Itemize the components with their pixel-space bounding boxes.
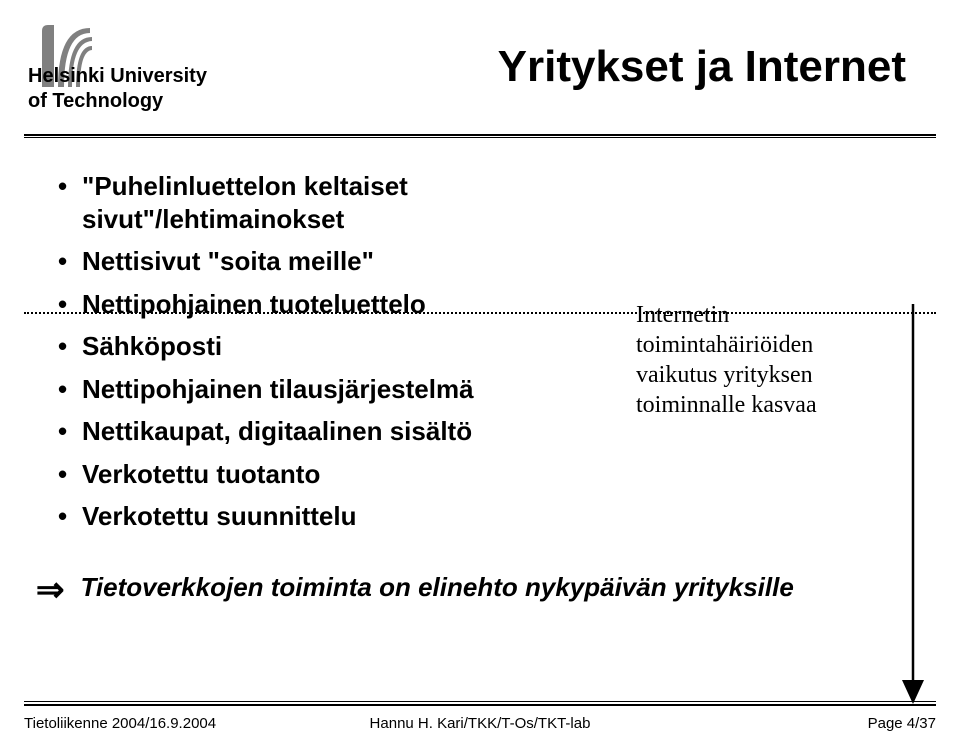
- bullet-text: Nettikaupat, digitaalinen sisältö: [82, 416, 472, 446]
- bullet-text: Nettipohjainen tilausjärjestelmä: [82, 374, 474, 404]
- footer-right: Page 4/37: [868, 715, 936, 732]
- bullet-item: Verkotettu tuotanto: [58, 458, 658, 491]
- slide-footer: Tietoliikenne 2004/16.9.2004 Hannu H. Ka…: [24, 701, 936, 733]
- double-arrow-icon: ⇒: [36, 574, 65, 608]
- bullet-item: Nettisivut "soita meille": [58, 245, 658, 278]
- arrow-down-icon: [898, 304, 928, 704]
- university-line1: Helsinki University: [28, 64, 207, 89]
- bullet-text: Sähköposti: [82, 331, 222, 361]
- slide-title: Yritykset ja Internet: [498, 42, 906, 92]
- footer-divider: [24, 701, 936, 707]
- bullet-item: Nettipohjainen tilausjärjestelmä: [58, 373, 658, 406]
- bullet-list: "Puhelinluettelon keltaiset sivut"/lehti…: [58, 170, 658, 543]
- university-name: Helsinki University of Technology: [28, 64, 207, 114]
- slide-body: "Puhelinluettelon keltaiset sivut"/lehti…: [58, 170, 902, 635]
- university-line2: of Technology: [28, 89, 207, 114]
- bullet-text: Nettipohjainen tuoteluettelo: [82, 289, 426, 319]
- conclusion-text: Tietoverkkojen toiminta on elinehto nyky…: [81, 572, 794, 603]
- side-note: Internetin toimintahäiriöiden vaikutus y…: [636, 300, 866, 420]
- header-divider: [24, 134, 936, 140]
- bullet-item: Nettipohjainen tuoteluettelo: [58, 288, 658, 321]
- conclusion-row: ⇒ Tietoverkkojen toiminta on elinehto ny…: [36, 572, 902, 608]
- bullet-item: Verkotettu suunnittelu: [58, 500, 658, 533]
- bullet-text: Verkotettu suunnittelu: [82, 501, 356, 531]
- bullet-text: "Puhelinluettelon keltaiset sivut"/lehti…: [82, 171, 408, 234]
- bullet-text: Verkotettu tuotanto: [82, 459, 320, 489]
- bullet-item: Sähköposti: [58, 330, 658, 363]
- slide-root: Helsinki University of Technology Yrityk…: [0, 0, 960, 755]
- bullet-text: Nettisivut "soita meille": [82, 246, 374, 276]
- growth-arrow: [898, 304, 928, 704]
- bullet-item: "Puhelinluettelon keltaiset sivut"/lehti…: [58, 170, 658, 235]
- bullet-item: Nettikaupat, digitaalinen sisältö: [58, 415, 658, 448]
- slide-header: Helsinki University of Technology Yrityk…: [24, 18, 936, 128]
- footer-center: Hannu H. Kari/TKK/T-Os/TKT-lab: [24, 715, 936, 732]
